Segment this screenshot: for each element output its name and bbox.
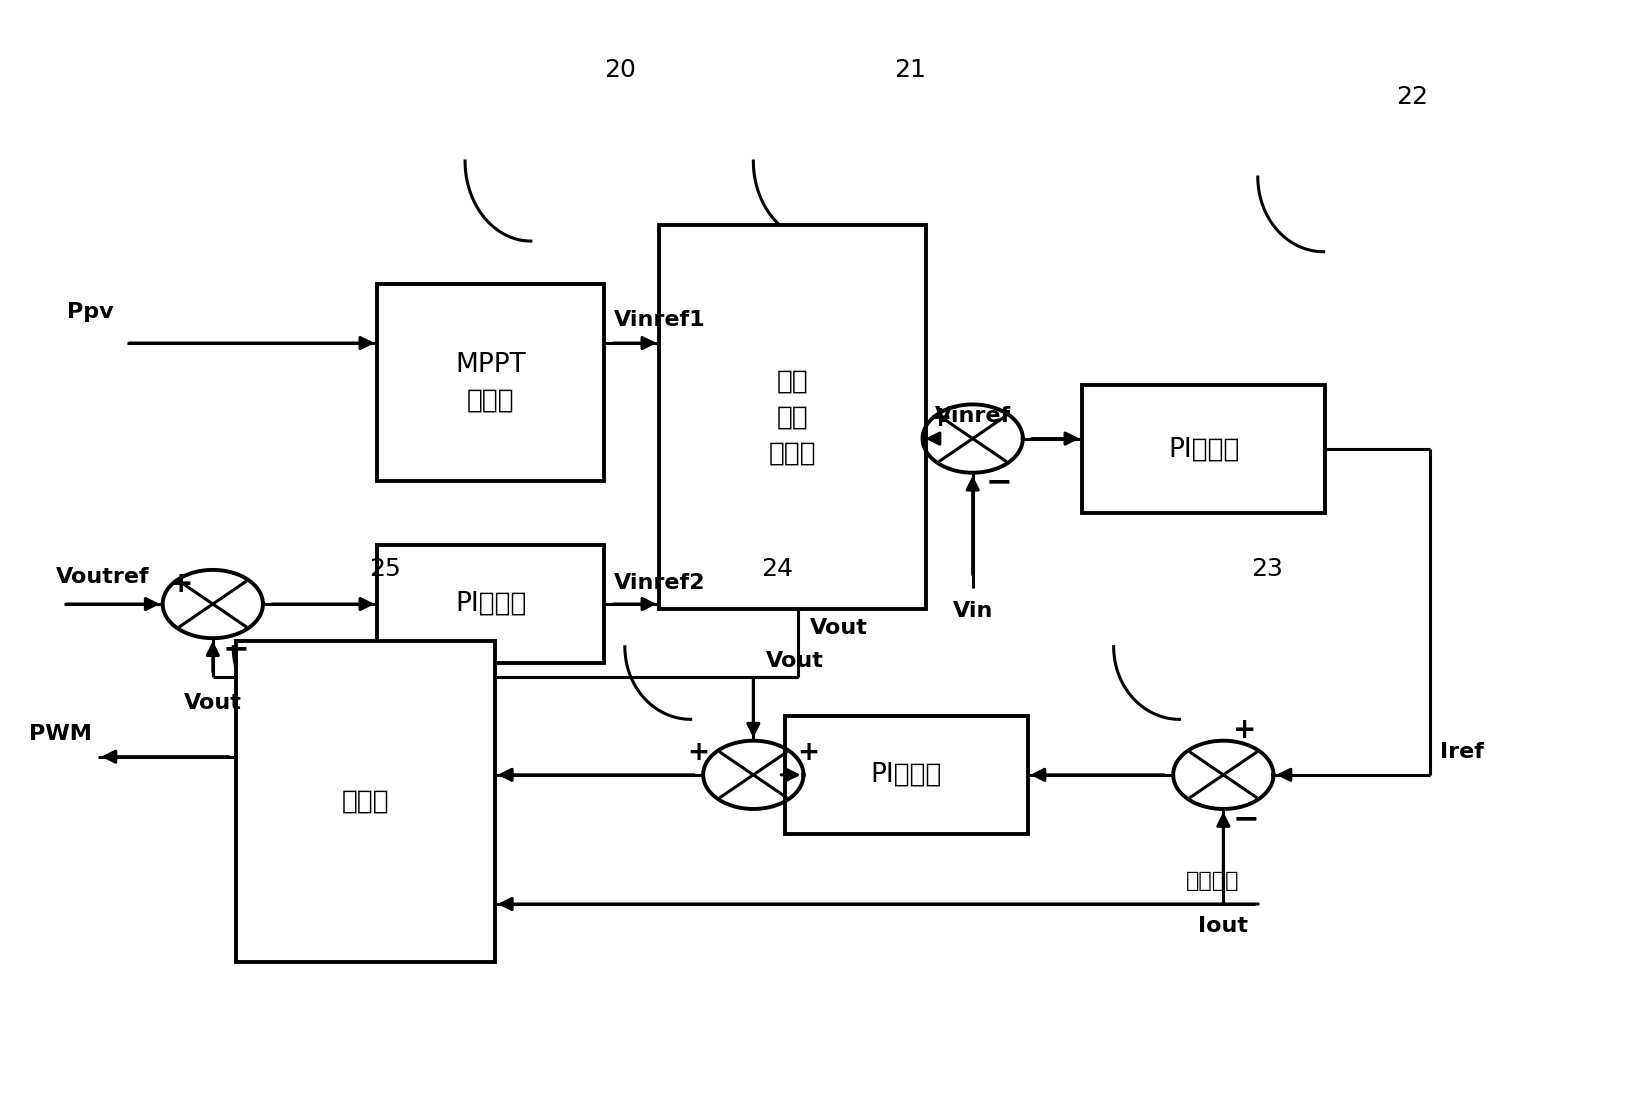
Text: −: − (1232, 805, 1260, 836)
Text: 比较器: 比较器 (341, 788, 390, 814)
Bar (377, 284, 604, 481)
Text: Vout: Vout (184, 693, 242, 713)
Text: +: + (170, 569, 194, 597)
Text: 21: 21 (894, 58, 927, 82)
Text: Voutref: Voutref (55, 567, 150, 587)
Text: PWM: PWM (29, 724, 91, 744)
Text: 24: 24 (761, 557, 793, 580)
Text: Vout: Vout (811, 618, 868, 638)
Bar (237, 642, 494, 962)
Text: PI调节器: PI调节器 (455, 592, 527, 617)
Text: Vout: Vout (765, 652, 824, 672)
Text: Iref: Iref (1439, 742, 1483, 762)
Text: Vin: Vin (953, 600, 992, 620)
Bar (785, 716, 1028, 834)
Text: 充电
模式
控制器: 充电 模式 控制器 (769, 368, 816, 466)
Text: 三角载波: 三角载波 (1185, 871, 1239, 891)
Text: 23: 23 (1252, 557, 1283, 580)
Bar (659, 225, 925, 609)
Text: +: + (1232, 716, 1257, 744)
Bar (1082, 385, 1325, 514)
Text: 25: 25 (369, 557, 401, 580)
Text: 20: 20 (604, 58, 636, 82)
Text: −: − (986, 467, 1012, 498)
Text: 22: 22 (1395, 85, 1428, 109)
Text: Vinref2: Vinref2 (614, 574, 705, 594)
Text: Vinref: Vinref (935, 406, 1012, 426)
Text: Iout: Iout (1198, 916, 1248, 936)
Bar (377, 545, 604, 663)
Text: −: − (222, 634, 250, 665)
Text: +: + (687, 741, 710, 766)
Text: MPPT
控制器: MPPT 控制器 (455, 351, 526, 414)
Text: PI调节器: PI调节器 (1169, 436, 1239, 463)
Text: Vinref1: Vinref1 (614, 310, 705, 330)
Text: PI调节器: PI调节器 (870, 762, 942, 787)
Text: Ppv: Ppv (67, 301, 114, 321)
Text: +: + (929, 404, 951, 433)
Text: +: + (796, 741, 819, 766)
